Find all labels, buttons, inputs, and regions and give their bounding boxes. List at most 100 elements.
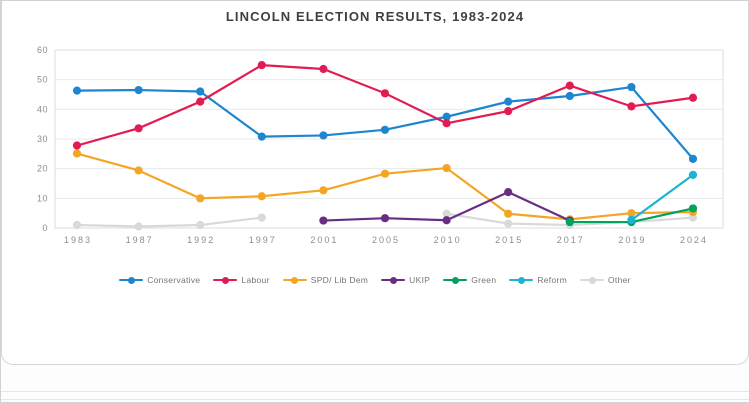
legend-marker-icon (443, 276, 468, 284)
legend-marker-icon (119, 276, 144, 284)
data-point-spd-lib-dem-2010 (442, 163, 451, 173)
legend-label: Green (471, 275, 497, 285)
legend-dot (451, 276, 459, 284)
data-point-ukip-2005 (380, 214, 390, 223)
y-axis-tick-label: 10 (37, 193, 48, 203)
data-point-other-2015 (504, 219, 513, 228)
legend-label: Other (608, 275, 631, 285)
series-line-spd-lib-dem (75, 152, 695, 221)
x-axis-tick-label: 2017 (557, 235, 585, 245)
legend-item-spd-lib-dem[interactable]: SPD/ Lib Dem (282, 275, 369, 285)
data-point-conservative-1997 (257, 132, 266, 141)
data-point-spd-lib-dem-1987 (134, 166, 143, 175)
data-point-conservative-2024 (688, 154, 698, 163)
data-point-labour-2001 (319, 64, 328, 74)
chart-title: LINCOLN ELECTION RESULTS, 1983-2024 (225, 9, 525, 24)
data-point-labour-2010 (442, 119, 451, 128)
legend-dot (517, 276, 525, 284)
x-axis-tick-label: 2019 (618, 235, 646, 245)
x-axis-tick-label: 1987 (126, 235, 154, 245)
legend-label: SPD/ Lib Dem (310, 275, 369, 285)
data-point-labour-2019 (627, 102, 636, 111)
data-point-other-1983 (72, 220, 82, 230)
data-point-labour-2015 (504, 107, 513, 116)
data-point-green-2017 (565, 217, 574, 227)
series-line-reform (630, 173, 695, 222)
y-axis-tick-label: 0 (42, 223, 48, 233)
data-point-spd-lib-dem-2019 (627, 209, 636, 218)
data-point-spd-lib-dem-1983 (72, 149, 82, 158)
legend-item-conservative[interactable]: Conservative (119, 275, 200, 285)
x-axis-tick-label: 1992 (187, 235, 215, 245)
x-axis-tick-label: 2024 (680, 235, 708, 245)
data-point-other-1997 (257, 213, 266, 222)
y-axis-tick-label: 60 (37, 45, 48, 55)
x-axis-tick-label: 2010 (434, 235, 462, 245)
y-axis-tick-label: 50 (37, 75, 48, 85)
data-point-conservative-2005 (380, 125, 390, 134)
series-line-other (75, 216, 263, 228)
data-point-conservative-1983 (72, 86, 82, 95)
legend-marker-icon (580, 276, 605, 284)
x-axis-tick-label: 2005 (372, 235, 400, 245)
series-line-conservative (75, 85, 695, 160)
legend-marker-icon (282, 276, 307, 284)
data-point-spd-lib-dem-1997 (257, 192, 266, 201)
chart-plot-area: 0 10 20 30 40 50 60 1983 1987 1992 1997 2001 2005 201… (37, 45, 724, 245)
legend-dot (127, 276, 135, 284)
data-point-reform-2019 (627, 215, 636, 225)
data-point-labour-1992 (196, 97, 205, 106)
data-point-conservative-2010 (442, 112, 451, 121)
legend-label: Labour (241, 275, 270, 285)
data-point-labour-2024 (688, 93, 698, 102)
data-point-ukip-2015 (504, 188, 513, 197)
x-axis-tick-label: 2001 (310, 235, 338, 245)
data-point-conservative-2001 (319, 131, 328, 140)
data-point-ukip-2001 (319, 216, 328, 225)
legend-dot (221, 276, 229, 284)
legend-item-reform[interactable]: Reform (509, 275, 567, 285)
legend-dot (389, 276, 397, 284)
y-axis-tick-label: 40 (37, 104, 48, 114)
data-point-other-1987 (134, 222, 143, 231)
legend-marker-icon (509, 276, 534, 284)
legend-item-green[interactable]: Green (443, 275, 496, 285)
legend-item-labour[interactable]: Labour (213, 275, 269, 285)
legend-item-ukip[interactable]: UKIP (381, 275, 430, 285)
data-point-ukip-2010 (442, 216, 451, 225)
x-axis-tick-label: 2015 (495, 235, 523, 245)
y-axis-tick-label: 30 (37, 134, 48, 144)
data-point-green-2024 (688, 204, 698, 213)
data-point-spd-lib-dem-2015 (504, 209, 513, 218)
x-axis-tick-label: 1997 (249, 235, 277, 245)
data-point-other-2010 (442, 209, 451, 218)
data-point-other-2024 (688, 213, 698, 222)
data-point-labour-1983 (72, 141, 82, 150)
data-point-spd-lib-dem-1992 (196, 194, 205, 203)
data-point-spd-lib-dem-2005 (380, 169, 390, 178)
data-point-conservative-2019 (627, 82, 636, 92)
data-point-conservative-2015 (504, 97, 513, 106)
data-point-conservative-2017 (565, 91, 574, 101)
data-point-spd-lib-dem-2001 (319, 186, 328, 195)
chart-object-frame[interactable] (1, 0, 749, 365)
legend-label: Reform (537, 275, 568, 285)
legend-label: UKIP (409, 275, 431, 285)
sheet-row-gridline (0, 391, 750, 392)
chart-legend: Conservative Labour SPD/ Lib Dem UKIP Green R… (0, 275, 750, 285)
legend-dot (588, 276, 596, 284)
data-point-other-1992 (196, 220, 205, 230)
legend-dot (291, 276, 299, 284)
legend-marker-icon (381, 276, 406, 284)
data-point-conservative-1987 (134, 85, 143, 95)
data-point-labour-2005 (380, 89, 390, 98)
legend-label: Conservative (147, 275, 201, 285)
data-point-reform-2024 (688, 170, 698, 179)
legend-item-other[interactable]: Other (580, 275, 631, 285)
x-axis-tick-label: 1983 (64, 235, 92, 245)
data-point-conservative-1992 (196, 87, 205, 96)
data-point-labour-1997 (257, 61, 266, 70)
legend-marker-icon (213, 276, 238, 284)
y-axis-tick-label: 20 (37, 164, 48, 174)
plot-area-border (54, 49, 724, 229)
